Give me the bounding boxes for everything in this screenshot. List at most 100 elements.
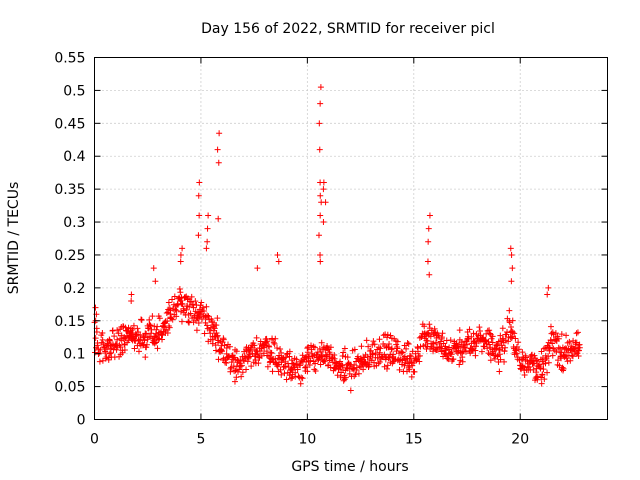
data-point — [153, 339, 160, 346]
data-point — [506, 307, 513, 314]
data-point — [347, 387, 354, 394]
data-point — [427, 333, 434, 340]
data-point — [100, 341, 107, 348]
data-point — [129, 326, 136, 333]
data-point — [106, 350, 113, 357]
data-point — [176, 285, 183, 292]
data-point — [269, 368, 276, 375]
data-point — [154, 345, 161, 352]
data-point — [121, 347, 128, 354]
data-point — [384, 334, 391, 341]
data-point — [214, 315, 221, 322]
data-point — [317, 258, 324, 265]
data-point — [404, 339, 411, 346]
data-point — [117, 344, 124, 351]
data-point — [226, 353, 233, 360]
data-point — [499, 325, 506, 332]
data-point — [156, 335, 163, 342]
data-point — [317, 251, 324, 258]
data-point — [515, 346, 522, 353]
data-point — [566, 338, 573, 345]
data-point — [384, 331, 391, 338]
data-point — [545, 359, 552, 366]
data-point — [299, 352, 306, 359]
data-point — [511, 330, 518, 337]
data-point — [414, 348, 421, 355]
data-point — [233, 374, 240, 381]
plot-frame — [94, 57, 608, 420]
data-point — [169, 316, 176, 323]
data-point — [537, 365, 544, 372]
data-point — [542, 360, 549, 367]
data-point — [204, 225, 211, 232]
y-tick-label: 0.5 — [63, 83, 85, 99]
data-point — [209, 319, 216, 326]
data-point — [266, 343, 273, 350]
data-point — [142, 354, 149, 361]
data-point — [183, 306, 190, 313]
data-point — [320, 344, 327, 351]
data-point — [203, 303, 210, 310]
y-tick-label: 0.05 — [54, 380, 85, 396]
data-point — [526, 364, 533, 371]
data-point — [351, 346, 358, 353]
data-point — [99, 330, 106, 337]
data-point — [297, 362, 304, 369]
data-point — [277, 366, 284, 373]
data-point — [371, 341, 378, 348]
data-point — [138, 316, 145, 323]
data-point — [177, 258, 184, 265]
data-point — [97, 346, 104, 353]
data-point — [239, 369, 246, 376]
data-point — [567, 357, 574, 364]
data-point — [205, 313, 212, 320]
data-point — [174, 301, 181, 308]
data-point — [272, 335, 279, 342]
data-point — [380, 332, 387, 339]
data-point — [317, 84, 324, 91]
data-point — [459, 358, 466, 365]
data-point — [533, 357, 540, 364]
data-point — [497, 332, 504, 339]
data-point — [102, 350, 109, 357]
data-point — [201, 308, 208, 315]
data-point — [386, 341, 393, 348]
data-point — [544, 291, 551, 298]
data-point — [332, 365, 339, 372]
data-point — [338, 361, 345, 368]
data-point — [204, 238, 211, 245]
data-point — [141, 337, 148, 344]
data-point — [172, 306, 179, 313]
data-point — [416, 352, 423, 359]
data-point — [195, 319, 202, 326]
data-point — [150, 265, 157, 272]
data-point — [179, 245, 186, 252]
data-point — [456, 327, 463, 334]
grid-layer — [94, 57, 608, 420]
data-point — [370, 338, 377, 345]
data-point — [165, 299, 172, 306]
data-point — [275, 258, 282, 265]
data-point — [406, 366, 413, 373]
data-point — [547, 323, 554, 330]
data-point — [540, 366, 547, 373]
data-point — [575, 347, 582, 354]
data-point — [277, 345, 284, 352]
x-tick-label: 20 — [511, 432, 529, 448]
data-point — [304, 345, 311, 352]
data-point — [160, 323, 167, 330]
data-point — [282, 354, 289, 361]
data-point — [184, 295, 191, 302]
data-point — [410, 359, 417, 366]
data-point — [288, 365, 295, 372]
data-point — [223, 359, 230, 366]
data-point — [320, 179, 327, 186]
y-tick-labels: 0 0.05 0.1 0.15 0.2 0.25 0.3 0.35 0.4 0.45 0.5 0.55 — [54, 51, 85, 429]
data-point — [377, 345, 384, 352]
data-point — [317, 212, 324, 219]
data-point — [177, 297, 184, 304]
data-point — [317, 361, 324, 368]
data-point — [575, 352, 582, 359]
y-tick-label: 0.2 — [63, 281, 85, 297]
data-point — [464, 341, 471, 348]
